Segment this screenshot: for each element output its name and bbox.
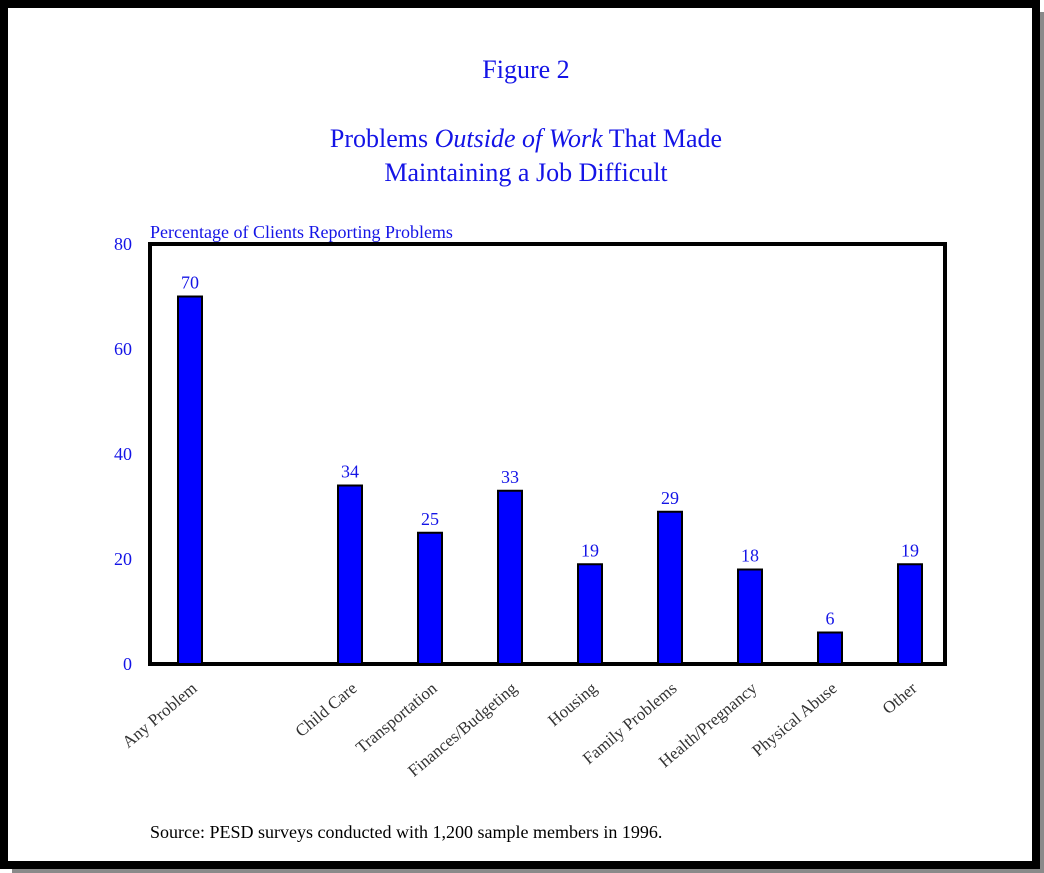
bar xyxy=(177,295,203,665)
y-tick-label: 60 xyxy=(114,339,132,359)
figure-label: Figure 2 xyxy=(482,55,569,84)
y-tick-labels: 0 20 40 60 80 xyxy=(114,234,132,674)
data-label: 70 xyxy=(181,273,199,293)
data-label: 19 xyxy=(581,540,599,560)
y-tick-label: 80 xyxy=(114,234,132,254)
chart-title-line1: Problems Outside of Work That Made xyxy=(330,124,722,153)
bar xyxy=(657,510,683,665)
bar xyxy=(817,631,843,665)
data-label: 29 xyxy=(661,488,679,508)
source-note: Source: PESD surveys conducted with 1,20… xyxy=(150,822,662,842)
y-tick-label: 40 xyxy=(114,444,132,464)
data-label: 19 xyxy=(901,540,919,560)
title-before: Problems xyxy=(330,124,435,153)
title-after: That Made xyxy=(603,124,722,153)
bar xyxy=(337,484,363,665)
bar xyxy=(737,568,763,665)
y-tick-label: 20 xyxy=(114,549,132,569)
bar xyxy=(577,563,603,665)
data-label: 34 xyxy=(341,462,359,482)
plot-area-frame xyxy=(148,242,947,666)
data-label: 18 xyxy=(741,546,759,566)
bar xyxy=(497,489,523,665)
data-label: 6 xyxy=(826,609,835,629)
bar xyxy=(897,563,923,665)
title-italic: Outside of Work xyxy=(435,124,603,153)
data-label: 25 xyxy=(421,509,439,529)
data-labels: 70 34 25 33 19 29 18 6 19 xyxy=(181,273,919,629)
bar xyxy=(417,531,443,665)
bar-series xyxy=(177,295,923,665)
y-axis-label: Percentage of Clients Reporting Problems xyxy=(150,222,453,242)
y-tick-label: 0 xyxy=(123,654,132,674)
chart-title-line2: Maintaining a Job Difficult xyxy=(384,158,668,187)
data-label: 33 xyxy=(501,467,519,487)
